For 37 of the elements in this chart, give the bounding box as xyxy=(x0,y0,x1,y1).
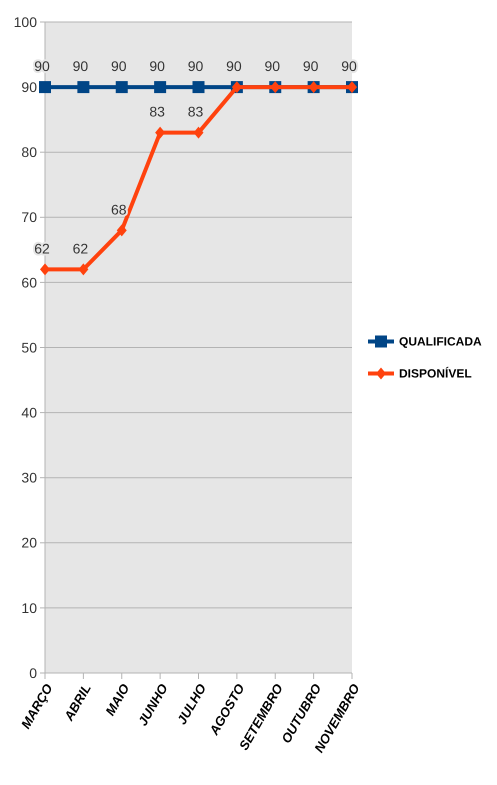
y-tick-label: 70 xyxy=(21,209,38,226)
y-tick-label: 20 xyxy=(21,534,38,551)
point xyxy=(39,81,51,94)
point xyxy=(78,263,88,276)
point xyxy=(192,81,204,94)
data-label: 90 xyxy=(264,58,280,74)
y-tick-label: 50 xyxy=(21,339,38,356)
y-tick-label: 100 xyxy=(14,14,38,30)
point xyxy=(155,126,166,139)
point xyxy=(77,81,90,94)
legend-label: DISPONÍVEL xyxy=(399,366,472,381)
y-tick-label: 0 xyxy=(29,664,38,681)
y-tick-label: 80 xyxy=(21,144,38,160)
data-label: 62 xyxy=(34,240,50,256)
y-tick-label: 60 xyxy=(21,274,38,290)
data-label: 90 xyxy=(226,58,242,74)
point xyxy=(116,224,127,236)
data-label: 90 xyxy=(110,58,127,74)
data-label: 90 xyxy=(34,58,50,74)
data-label: 83 xyxy=(188,104,204,120)
data-label: 68 xyxy=(110,201,127,218)
data-label: 90 xyxy=(149,58,166,74)
legend-label: QUALIFICADA xyxy=(399,334,482,349)
y-tick-label: 40 xyxy=(21,404,38,420)
y-tick-label: 10 xyxy=(21,600,38,616)
point xyxy=(40,263,50,276)
point xyxy=(194,126,204,139)
point xyxy=(116,81,128,94)
data-label: 90 xyxy=(188,58,204,74)
data-label: 90 xyxy=(302,58,319,74)
point xyxy=(154,81,166,94)
y-tick-label: 90 xyxy=(21,79,38,95)
data-label: 62 xyxy=(72,240,88,256)
data-label: 90 xyxy=(72,58,88,74)
y-tick-label: 30 xyxy=(21,470,38,486)
data-label: 83 xyxy=(149,104,166,120)
data-label: 90 xyxy=(341,58,357,74)
